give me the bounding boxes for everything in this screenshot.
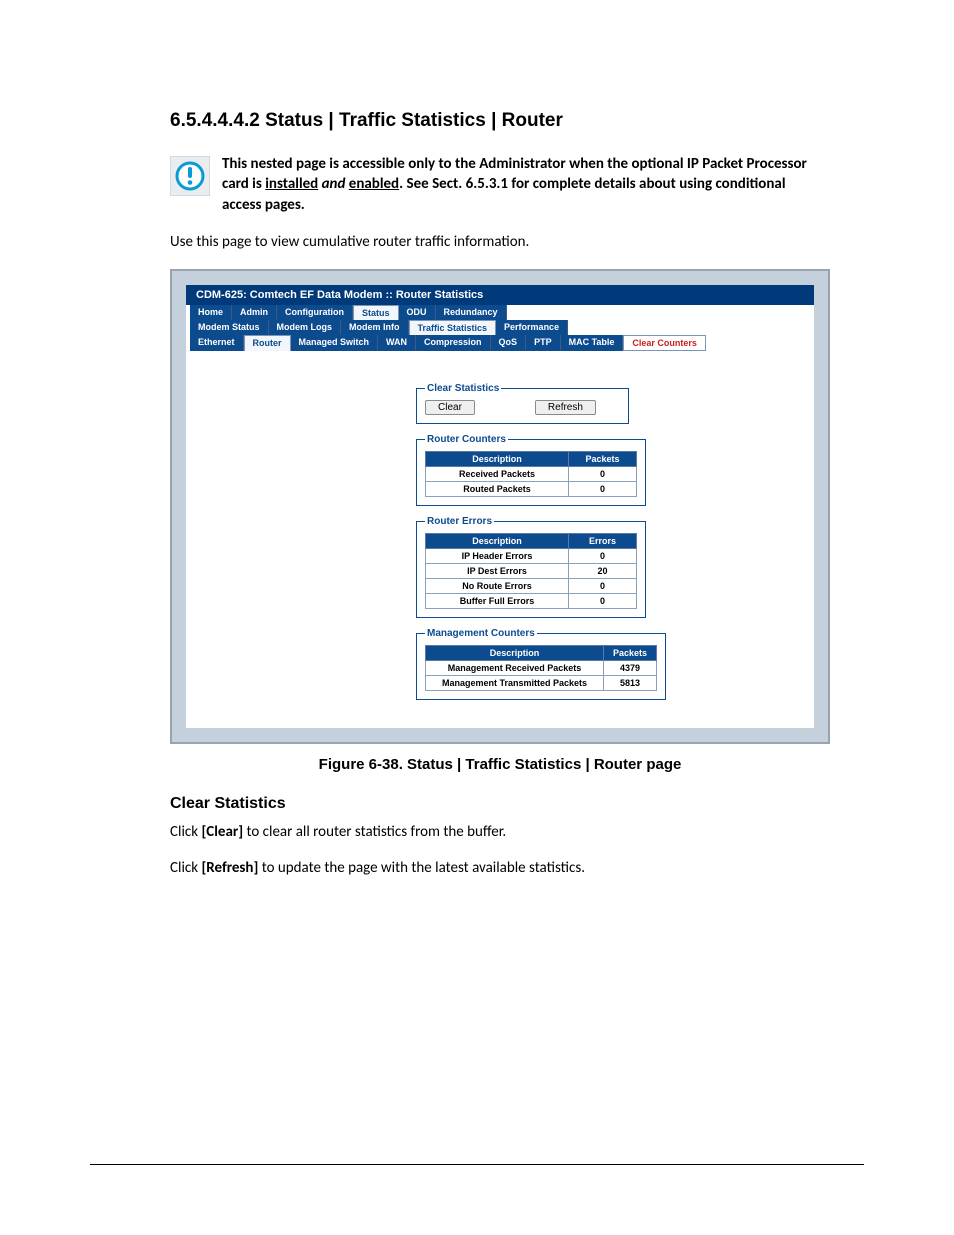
clear-statistics-legend: Clear Statistics: [425, 383, 501, 394]
table-row: IP Header Errors0: [426, 548, 637, 563]
table-row: Buffer Full Errors0: [426, 593, 637, 608]
tab-ptp[interactable]: PTP: [526, 335, 561, 351]
cell-description: Received Packets: [426, 466, 569, 481]
refresh-button[interactable]: Refresh: [535, 400, 596, 415]
table-row: IP Dest Errors20: [426, 563, 637, 578]
column-header-description: Description: [426, 451, 569, 466]
tab-managed-switch[interactable]: Managed Switch: [291, 335, 379, 351]
cell-description: Buffer Full Errors: [426, 593, 569, 608]
tab-router[interactable]: Router: [244, 335, 291, 351]
tab-configuration[interactable]: Configuration: [277, 305, 353, 320]
clear-statistics-heading: Clear Statistics: [170, 795, 864, 813]
column-header-value: Packets: [569, 451, 637, 466]
router-counters-table: DescriptionPacketsReceived Packets0Route…: [425, 451, 637, 497]
column-header-description: Description: [426, 533, 569, 548]
column-header-value: Packets: [604, 645, 657, 660]
router-errors-group: Router Errors DescriptionErrorsIP Header…: [416, 516, 646, 618]
cell-description: IP Dest Errors: [426, 563, 569, 578]
cell-description: No Route Errors: [426, 578, 569, 593]
cell-value: 0: [569, 481, 637, 496]
router-errors-legend: Router Errors: [425, 516, 494, 527]
router-counters-group: Router Counters DescriptionPacketsReceiv…: [416, 434, 646, 506]
table-row: Management Transmitted Packets5813: [426, 675, 657, 690]
cell-value: 4379: [604, 660, 657, 675]
management-counters-legend: Management Counters: [425, 628, 537, 639]
cell-value: 0: [569, 466, 637, 481]
info-note: This nested page is accessible only to t…: [222, 154, 812, 215]
cell-value: 5813: [604, 675, 657, 690]
table-row: No Route Errors0: [426, 578, 637, 593]
tab-performance[interactable]: Performance: [496, 320, 568, 335]
tab-modem-logs[interactable]: Modem Logs: [269, 320, 342, 335]
column-header-value: Errors: [569, 533, 637, 548]
figure-caption: Figure 6-38. Status | Traffic Statistics…: [170, 756, 830, 773]
window-title: CDM-625: Comtech EF Data Modem :: Router…: [186, 285, 814, 305]
tab-redundancy[interactable]: Redundancy: [436, 305, 507, 320]
cell-value: 0: [569, 578, 637, 593]
cell-description: Management Received Packets: [426, 660, 604, 675]
tab-mac-table[interactable]: MAC Table: [561, 335, 624, 351]
table-row: Routed Packets0: [426, 481, 637, 496]
cell-value: 20: [569, 563, 637, 578]
router-errors-table: DescriptionErrorsIP Header Errors0IP Des…: [425, 533, 637, 609]
tab-clear-counters[interactable]: Clear Counters: [623, 335, 706, 351]
router-counters-legend: Router Counters: [425, 434, 508, 445]
section-heading: 6.5.4.4.4.2 Status | Traffic Statistics …: [170, 110, 864, 132]
router-stats-screenshot: CDM-625: Comtech EF Data Modem :: Router…: [170, 269, 830, 744]
cell-description: Management Transmitted Packets: [426, 675, 604, 690]
clear-button[interactable]: Clear: [425, 400, 475, 415]
refresh-instruction: Click [Refresh] to update the page with …: [170, 859, 864, 877]
table-row: Management Received Packets4379: [426, 660, 657, 675]
table-row: Received Packets0: [426, 466, 637, 481]
tab-status[interactable]: Status: [353, 305, 399, 320]
intro-text: Use this page to view cumulative router …: [170, 233, 864, 251]
cell-value: 0: [569, 548, 637, 563]
cell-value: 0: [569, 593, 637, 608]
cell-description: IP Header Errors: [426, 548, 569, 563]
tab-qos[interactable]: QoS: [491, 335, 527, 351]
tab-wan[interactable]: WAN: [378, 335, 416, 351]
important-icon: [170, 156, 210, 201]
cell-description: Routed Packets: [426, 481, 569, 496]
tab-ethernet[interactable]: Ethernet: [190, 335, 244, 351]
clear-instruction: Click [Clear] to clear all router statis…: [170, 823, 864, 841]
column-header-description: Description: [426, 645, 604, 660]
management-counters-table: DescriptionPacketsManagement Received Pa…: [425, 645, 657, 691]
tab-home[interactable]: Home: [190, 305, 232, 320]
tab-modem-status[interactable]: Modem Status: [190, 320, 269, 335]
tab-admin[interactable]: Admin: [232, 305, 277, 320]
management-counters-group: Management Counters DescriptionPacketsMa…: [416, 628, 666, 700]
clear-statistics-group: Clear Statistics Clear Refresh: [416, 383, 629, 424]
tab-compression[interactable]: Compression: [416, 335, 491, 351]
tab-traffic-statistics[interactable]: Traffic Statistics: [409, 320, 497, 335]
tab-odu[interactable]: ODU: [399, 305, 436, 320]
tab-modem-info[interactable]: Modem Info: [341, 320, 409, 335]
